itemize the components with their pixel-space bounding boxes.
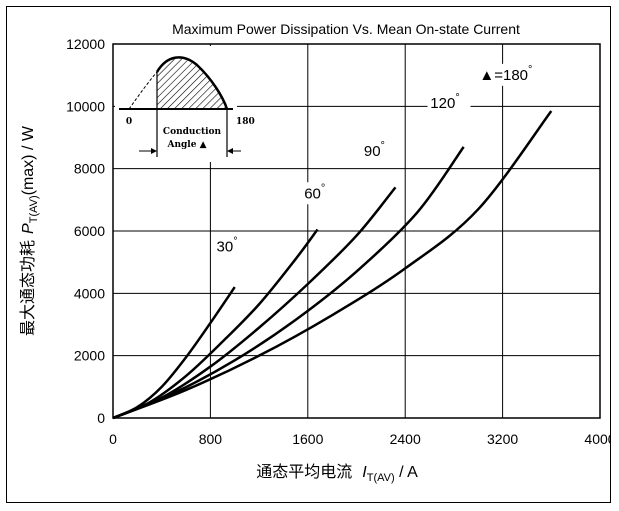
series-label: 60° bbox=[304, 182, 325, 202]
series-curve-180 bbox=[112, 110, 553, 420]
inset-solid-wave bbox=[155, 56, 229, 110]
chart-frame: 0 800 1600 2400 3200 4000 0 2000 4000 6000 8000 10… bbox=[6, 6, 611, 503]
conduction-angle-inset: 0 180 Conduction Angle ▲ bbox=[115, 46, 255, 162]
y-axis-ticks: 0 2000 4000 6000 8000 10000 12000 bbox=[66, 36, 105, 426]
x-tick-label: 4000 bbox=[584, 431, 610, 447]
series-label-background bbox=[427, 91, 471, 114]
y-tick-label: 2000 bbox=[74, 348, 105, 364]
chart-title: Maximum Power Dissipation Vs. Mean On-st… bbox=[172, 21, 520, 37]
inset-tick-end: 180 bbox=[236, 117, 255, 127]
x-axis-label: 通态平均电流 IT(AV) / A bbox=[256, 462, 418, 484]
inset-caption-line1: Conduction bbox=[163, 127, 222, 137]
x-tick-label: 800 bbox=[199, 431, 223, 447]
power-dissipation-chart: 0 800 1600 2400 3200 4000 0 2000 4000 6000 8000 10… bbox=[18, 21, 610, 484]
y-tick-label: 4000 bbox=[74, 285, 105, 301]
x-tick-label: 2400 bbox=[390, 431, 421, 447]
series-label-background bbox=[361, 140, 396, 163]
series-labels: 30° 60° 90° 120° ▲=180° bbox=[214, 63, 541, 258]
inset-hatched-area bbox=[157, 57, 227, 109]
series-label-background bbox=[479, 63, 541, 86]
series-label: 90° bbox=[364, 140, 385, 160]
series-label-background bbox=[214, 235, 249, 258]
x-axis-ticks: 0 800 1600 2400 3200 4000 bbox=[109, 431, 610, 447]
series-curves bbox=[112, 110, 553, 420]
x-tick-label: 3200 bbox=[487, 431, 518, 447]
y-tick-label: 8000 bbox=[74, 161, 105, 177]
series-curve-120 bbox=[112, 146, 465, 420]
y-tick-label: 0 bbox=[97, 410, 105, 426]
y-tick-label: 6000 bbox=[74, 223, 105, 239]
x-tick-label: 0 bbox=[109, 431, 117, 447]
series-label: 120° bbox=[430, 92, 459, 112]
inset-caption-line2: Angle ▲ bbox=[166, 140, 206, 150]
y-axis-label: 最大通态功耗PT(AV)(max) / W bbox=[18, 125, 40, 336]
inset-arrowhead-right bbox=[227, 148, 233, 154]
y-tick-label: 10000 bbox=[66, 98, 105, 114]
series-label: 30° bbox=[217, 235, 238, 255]
inset-dashed-wave bbox=[128, 71, 158, 110]
inset-tick-start: 0 bbox=[126, 117, 132, 127]
y-tick-label: 12000 bbox=[66, 36, 105, 52]
series-label-background bbox=[301, 182, 336, 205]
x-tick-label: 1600 bbox=[292, 431, 323, 447]
series-label: ▲=180° bbox=[479, 64, 532, 84]
inset-arrowhead-left bbox=[151, 148, 157, 154]
